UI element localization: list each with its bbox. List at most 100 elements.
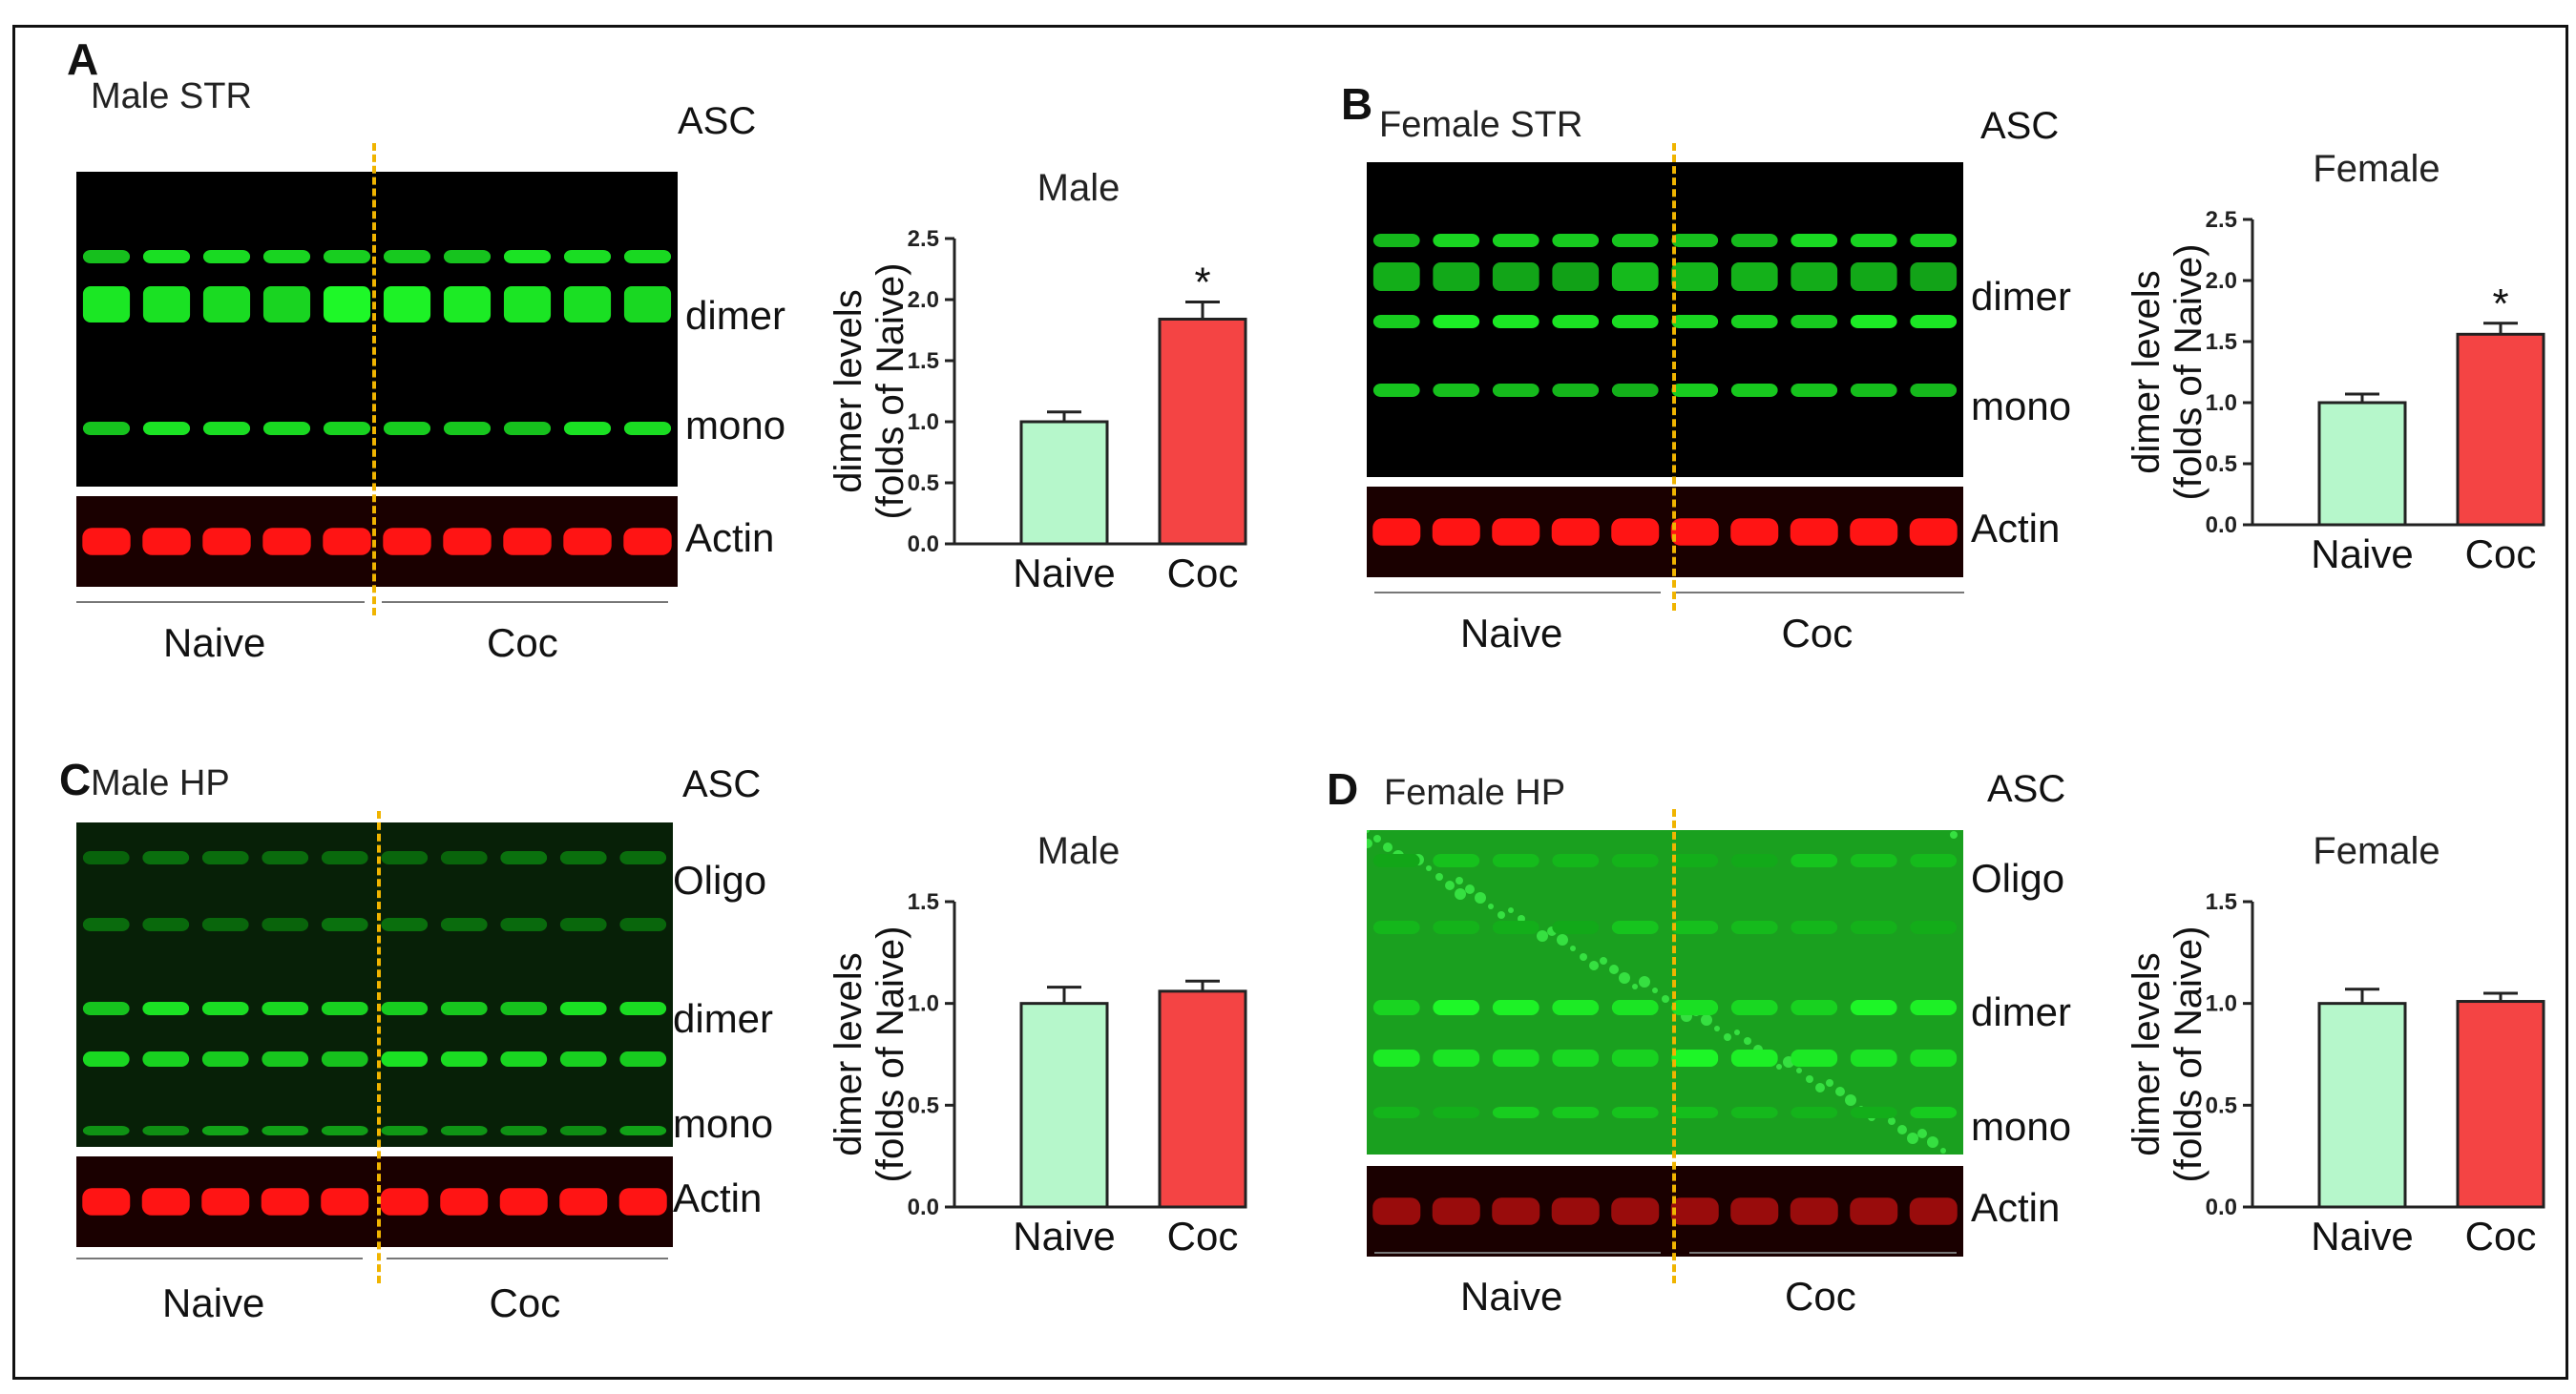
y-tick-label: 0.5 [2206, 451, 2237, 477]
y-tick-label: 0.5 [908, 470, 939, 496]
y-tick-label: 2.0 [908, 287, 939, 313]
group-line-naive [76, 601, 365, 603]
group-label-coc: Coc [1785, 1274, 1856, 1319]
group-line-naive [1374, 592, 1661, 593]
band-label-dimer: dimer [673, 996, 774, 1041]
bar-naive [2317, 401, 2407, 527]
y-tick-label: 2.5 [2206, 207, 2237, 233]
bar-naive [1019, 1002, 1109, 1209]
y-tick-label: 0.0 [2206, 512, 2237, 538]
panel-letter: B [1341, 79, 1373, 129]
band-label-actin: Actin [673, 1175, 763, 1220]
band-label-actin: Actin [1971, 505, 2061, 551]
band-label-dimer: dimer [685, 293, 786, 338]
y-tick-label: 1.0 [908, 991, 939, 1017]
lane-divider [1672, 143, 1676, 611]
band-label-actin: Actin [1971, 1184, 2061, 1230]
bar-coc [1158, 317, 1247, 546]
group-line-coc [387, 1258, 668, 1259]
chart-title: Female [2313, 148, 2440, 190]
significance-marker: * [2492, 281, 2508, 327]
y-tick-label: 0.5 [2206, 1092, 2237, 1118]
western-blot-asc [76, 822, 673, 1147]
group-line-naive [76, 1258, 363, 1259]
band-label-mono: mono [673, 1101, 774, 1146]
band-label-mono: mono [685, 403, 786, 447]
bar-chart: Male dimer levels (folds of Naive) 0.0 0.5 1.… [827, 830, 1247, 1259]
y-axis-label-line1: dimer levels [2126, 270, 2168, 473]
band-label-oligo: Oligo [673, 858, 767, 903]
bar-chart: Female dimer levels (folds of Naive) 0.0 0.5… [2126, 148, 2545, 576]
band-label-mono: mono [1971, 1104, 2072, 1149]
y-tick-label: 2.5 [908, 226, 939, 252]
chart-title: Male [1037, 167, 1120, 209]
blot-title: Female STR [1379, 105, 1583, 145]
group-line-coc [1689, 1252, 1957, 1254]
western-blot-asc [1367, 162, 1963, 477]
y-axis-label-line1: dimer levels [2126, 952, 2168, 1155]
y-tick-label: 1.5 [2206, 329, 2237, 355]
band-label-dimer: dimer [1971, 989, 2072, 1034]
lane-divider [1672, 809, 1676, 1283]
group-label-coc: Coc [487, 620, 558, 665]
y-axis-label-line2: (folds of Naive) [2168, 244, 2209, 501]
y-tick-label: 0.5 [908, 1092, 939, 1118]
lane-divider [377, 811, 381, 1283]
group-label-naive: Naive [163, 620, 266, 665]
y-axis-label-line2: (folds of Naive) [869, 926, 911, 1183]
panel-letter: C [59, 755, 92, 804]
protein-label: ASC [682, 763, 762, 805]
group-label-naive: Naive [1460, 611, 1563, 655]
y-tick-label: 0.0 [908, 531, 939, 557]
x-tick-label: Naive [1013, 1214, 1115, 1259]
western-blot-actin [1367, 1166, 1963, 1257]
group-line-coc [382, 601, 668, 603]
bar-chart: Male dimer levels (folds of Naive) 0.0 0.5 1.… [827, 167, 1247, 595]
y-tick-label: 0.0 [2206, 1195, 2237, 1220]
bar-chart: Female dimer levels (folds of Naive) 0.0 0.5… [2126, 830, 2545, 1259]
western-blot-actin [1367, 487, 1963, 577]
band-label-mono: mono [1971, 384, 2072, 428]
x-tick-label: Coc [2465, 531, 2537, 576]
lane-divider [372, 143, 376, 615]
y-tick-label: 0.0 [908, 1195, 939, 1220]
y-tick-label: 1.5 [908, 348, 939, 374]
y-tick-label: 1.5 [2206, 889, 2237, 915]
band-label-dimer: dimer [1971, 274, 2072, 319]
bar-naive [1019, 420, 1109, 546]
significance-marker: * [1194, 260, 1210, 306]
blot-title: Male STR [91, 76, 252, 116]
group-label-coc: Coc [1781, 611, 1853, 655]
group-line-coc [1675, 592, 1964, 593]
group-label-naive: Naive [1460, 1274, 1563, 1319]
chart-title: Female [2313, 830, 2440, 872]
blot-title: Female HP [1384, 773, 1566, 813]
y-axis-label-line1: dimer levels [827, 289, 869, 492]
x-tick-label: Naive [1013, 551, 1115, 595]
panel-letter: A [67, 34, 99, 84]
x-tick-label: Coc [1167, 551, 1239, 595]
protein-label: ASC [1987, 768, 2066, 810]
group-label-coc: Coc [489, 1280, 561, 1325]
y-tick-label: 1.0 [2206, 991, 2237, 1017]
band-label-actin: Actin [685, 514, 775, 560]
x-tick-label: Naive [2311, 1214, 2413, 1259]
x-tick-label: Coc [2465, 1214, 2537, 1259]
group-line-naive [1374, 1252, 1661, 1254]
blot-title: Male HP [91, 763, 230, 803]
x-tick-label: Coc [1167, 1214, 1239, 1259]
band-label-oligo: Oligo [1971, 856, 2065, 901]
panel-letter: D [1327, 764, 1359, 814]
western-blot-asc [1367, 830, 1963, 1155]
y-tick-label: 1.5 [908, 889, 939, 915]
bar-naive [2317, 1002, 2407, 1209]
x-tick-label: Naive [2311, 531, 2413, 576]
western-blot-asc [76, 172, 678, 487]
y-axis-label-line2: (folds of Naive) [869, 263, 911, 520]
western-blot-actin [76, 1156, 673, 1247]
y-tick-label: 1.0 [908, 409, 939, 435]
y-tick-label: 2.0 [2206, 268, 2237, 294]
protein-label: ASC [1980, 105, 2060, 147]
protein-label: ASC [678, 100, 757, 142]
bar-coc [1158, 989, 1247, 1209]
